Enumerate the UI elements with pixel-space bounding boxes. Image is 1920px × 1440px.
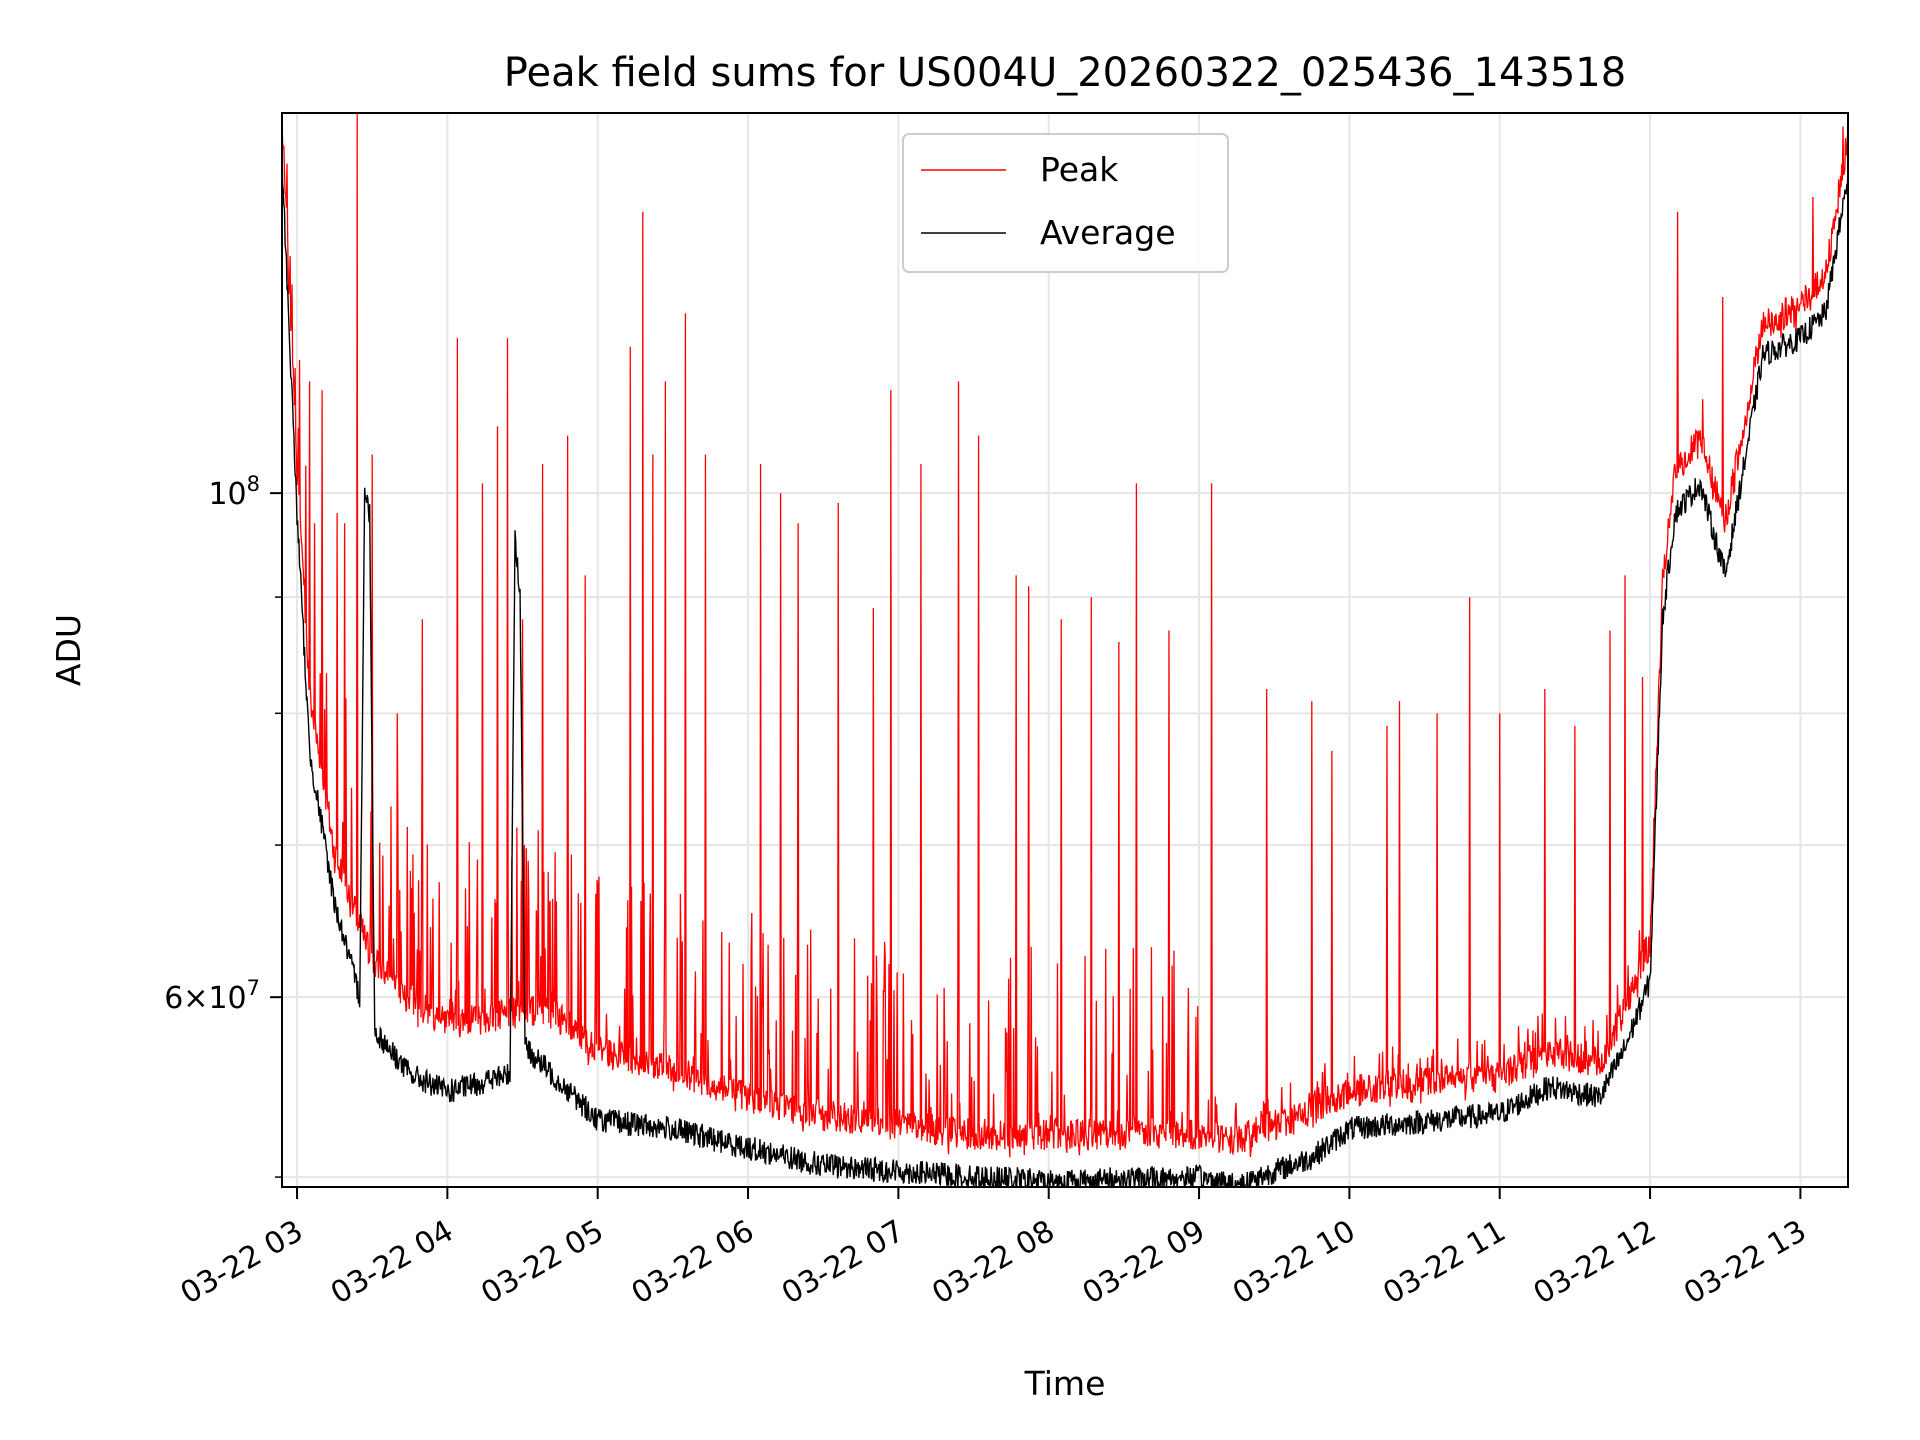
y-tick-exponent: 8 [247, 472, 260, 496]
plot-frame [281, 112, 1849, 1188]
legend-label-peak: Peak [1040, 150, 1119, 189]
legend-box [902, 133, 1229, 273]
y-tick-label: 6×107 [164, 976, 260, 1016]
chart-title: Peak field sums for US004U_20260322_0254… [504, 50, 1626, 96]
series-line-peak [282, 113, 1848, 1158]
y-axis-label: ADU [49, 614, 88, 686]
y-tick-exponent: 7 [247, 976, 260, 1000]
x-axis-label: Time [1024, 1364, 1106, 1403]
legend-label-average: Average [1040, 213, 1176, 252]
legend: Peak Average [902, 133, 1229, 273]
